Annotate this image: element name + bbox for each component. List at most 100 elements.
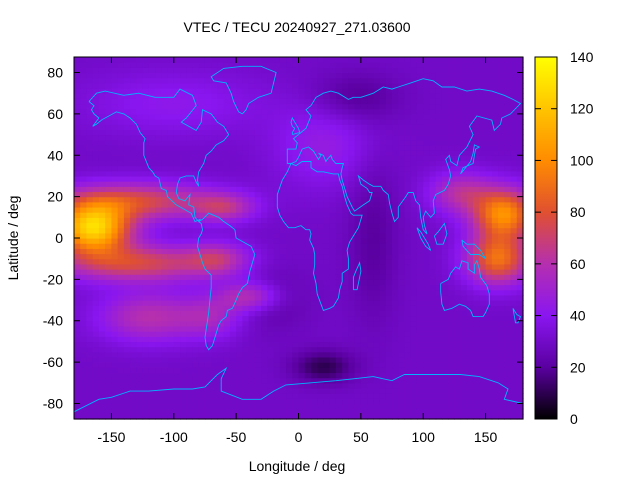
heatmap-cell — [342, 351, 349, 358]
heatmap-cell — [261, 320, 268, 327]
heatmap-cell — [192, 243, 200, 249]
heatmap-cell — [167, 336, 175, 343]
heatmap-cell — [180, 201, 187, 208]
heatmap-cell — [167, 362, 175, 368]
heatmap-cell — [460, 201, 468, 208]
heatmap-cell — [435, 206, 443, 213]
heatmap-cell — [111, 227, 119, 234]
heatmap-cell — [298, 403, 306, 410]
heatmap-cell — [398, 77, 406, 84]
heatmap-cell — [385, 362, 393, 368]
heatmap-cell — [180, 134, 187, 141]
heatmap-cell — [136, 196, 144, 203]
heatmap-cell — [98, 217, 106, 224]
heatmap-cell — [491, 294, 499, 301]
heatmap-cell — [454, 150, 462, 156]
heatmap-cell — [180, 300, 187, 306]
heatmap-cell — [223, 263, 231, 270]
heatmap-cell — [198, 310, 206, 317]
heatmap-cell — [373, 175, 381, 182]
heatmap-cell — [485, 279, 493, 286]
heatmap-cell — [498, 165, 505, 172]
heatmap-cell — [373, 124, 381, 130]
heatmap-cell — [211, 238, 219, 244]
heatmap-cell — [173, 217, 181, 224]
heatmap-cell — [242, 284, 250, 291]
heatmap-cell — [148, 88, 156, 94]
heatmap-cell — [404, 310, 412, 317]
heatmap-cell — [173, 274, 181, 280]
heatmap-cell — [385, 175, 393, 182]
heatmap-cell — [105, 206, 113, 213]
heatmap-cell — [173, 238, 181, 244]
heatmap-cell — [392, 413, 399, 420]
heatmap-cell — [248, 294, 256, 301]
heatmap-cell — [180, 279, 187, 286]
heatmap-cell — [460, 336, 468, 343]
heatmap-cell — [142, 372, 150, 379]
heatmap-cell — [86, 129, 94, 136]
heatmap-cell — [161, 263, 169, 270]
heatmap-cell — [261, 227, 268, 234]
heatmap-cell — [367, 98, 374, 105]
heatmap-cell — [217, 341, 225, 348]
heatmap-cell — [86, 336, 94, 343]
heatmap-cell — [354, 238, 362, 244]
heatmap-cell — [211, 325, 219, 332]
heatmap-cell — [254, 243, 262, 249]
heatmap-cell — [491, 124, 499, 130]
heatmap-cell — [504, 196, 512, 203]
heatmap-cell — [105, 305, 113, 311]
heatmap-cell — [142, 227, 150, 234]
heatmap-cell — [360, 67, 368, 74]
heatmap-cell — [410, 408, 418, 415]
heatmap-cell — [186, 201, 194, 208]
heatmap-cell — [379, 294, 387, 301]
heatmap-cell — [136, 160, 144, 167]
heatmap-cell — [167, 274, 175, 280]
heatmap-cell — [485, 331, 493, 337]
heatmap-cell — [180, 108, 187, 115]
heatmap-cell — [441, 217, 449, 224]
heatmap-cell — [155, 201, 162, 208]
heatmap-cell — [148, 284, 156, 291]
heatmap-cell — [504, 227, 512, 234]
heatmap-cell — [323, 88, 331, 94]
heatmap-cell — [173, 57, 181, 63]
heatmap-cell — [105, 62, 113, 68]
heatmap-cell — [367, 62, 374, 68]
heatmap-cell — [136, 201, 144, 208]
heatmap-cell — [248, 320, 256, 327]
heatmap-cell — [111, 362, 119, 368]
heatmap-cell — [510, 196, 518, 203]
heatmap-cell — [454, 382, 462, 389]
heatmap-cell — [485, 227, 493, 234]
heatmap-cell — [80, 72, 88, 79]
heatmap-cell — [92, 124, 100, 130]
heatmap-cell — [504, 243, 512, 249]
heatmap-cell — [173, 356, 181, 363]
heatmap-cell — [173, 201, 181, 208]
heatmap-cell — [98, 310, 106, 317]
heatmap-cell — [298, 67, 306, 74]
heatmap-cell — [254, 212, 262, 218]
heatmap-cell — [342, 181, 349, 187]
heatmap-cell — [186, 62, 194, 68]
heatmap-cell — [466, 170, 474, 177]
heatmap-cell — [92, 331, 100, 337]
heatmap-cell — [348, 191, 356, 198]
heatmap-cell — [292, 67, 300, 74]
heatmap-cell — [429, 336, 437, 343]
heatmap-cell — [454, 403, 462, 410]
heatmap-cell — [454, 300, 462, 306]
heatmap-cell — [142, 129, 150, 136]
heatmap-cell — [292, 144, 300, 151]
heatmap-cell — [86, 248, 94, 255]
heatmap-cell — [142, 336, 150, 343]
heatmap-cell — [267, 217, 275, 224]
heatmap-cell — [335, 382, 343, 389]
heatmap-cell — [454, 289, 462, 296]
heatmap-cell — [373, 310, 381, 317]
heatmap-cell — [267, 351, 275, 358]
heatmap-cell — [491, 263, 499, 270]
